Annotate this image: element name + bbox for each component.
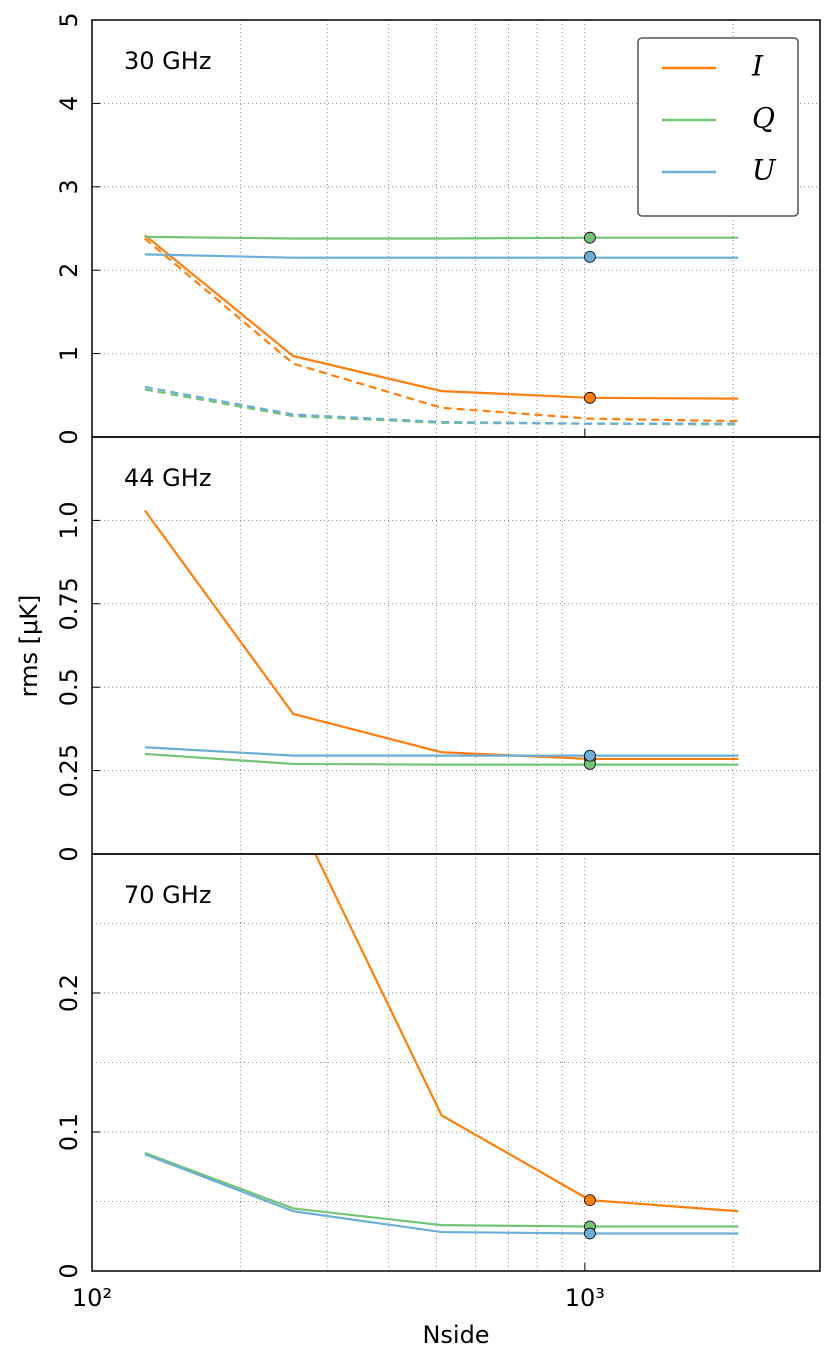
highlight-marker xyxy=(584,231,596,244)
y-axis-label: rms [μK] xyxy=(15,595,43,698)
series-line xyxy=(144,1151,739,1228)
series-line xyxy=(144,752,739,766)
plot-lines xyxy=(143,509,739,766)
x-axis-label: Nside xyxy=(422,1321,489,1349)
y-tick-label: 0 xyxy=(55,429,83,444)
y-tick-label: 0.1 xyxy=(55,1113,83,1151)
y-tick-label: 0.75 xyxy=(55,577,83,630)
panel-label: 70 GHz xyxy=(124,881,211,909)
y-tick-label: 0.25 xyxy=(55,744,83,797)
y-tick-label: 0 xyxy=(55,1263,83,1278)
x-tick-label: 10² xyxy=(72,1284,112,1312)
highlight-marker xyxy=(584,250,596,263)
plot-frame xyxy=(91,436,821,855)
y-tick-label: 0.5 xyxy=(55,668,83,706)
y-tick-label: 4 xyxy=(55,96,83,111)
highlight-marker xyxy=(584,391,596,404)
series-line xyxy=(314,854,739,1213)
highlight-marker xyxy=(584,1194,596,1207)
series-line xyxy=(143,509,739,761)
y-tick-label: 2 xyxy=(55,263,83,278)
series-line xyxy=(144,253,739,259)
panel-label: 44 GHz xyxy=(124,464,211,492)
series-line xyxy=(144,385,739,425)
x-tick-label: 10³ xyxy=(565,1284,605,1312)
plot-lines xyxy=(144,234,739,426)
y-tick-label: 0.2 xyxy=(55,974,83,1012)
highlight-marker xyxy=(584,749,596,762)
series-line xyxy=(144,388,739,426)
y-tick-label: 1.0 xyxy=(55,501,83,539)
y-tick-label: 0 xyxy=(55,846,83,861)
plot-lines xyxy=(144,854,739,1235)
series-line xyxy=(144,746,739,757)
plot-frame xyxy=(91,853,821,1272)
legend-label: U xyxy=(752,154,777,187)
highlight-marker xyxy=(584,1227,596,1240)
legend-label: I xyxy=(751,50,764,83)
series-line xyxy=(144,235,739,240)
panel-label: 30 GHz xyxy=(124,47,211,75)
y-tick-label: 1 xyxy=(55,346,83,361)
y-tick-label: 5 xyxy=(55,12,83,27)
series-line xyxy=(144,1153,739,1235)
y-tick-label: 3 xyxy=(55,179,83,194)
legend-label: Q xyxy=(752,102,775,135)
series-line xyxy=(144,237,739,423)
series-line xyxy=(144,234,739,400)
